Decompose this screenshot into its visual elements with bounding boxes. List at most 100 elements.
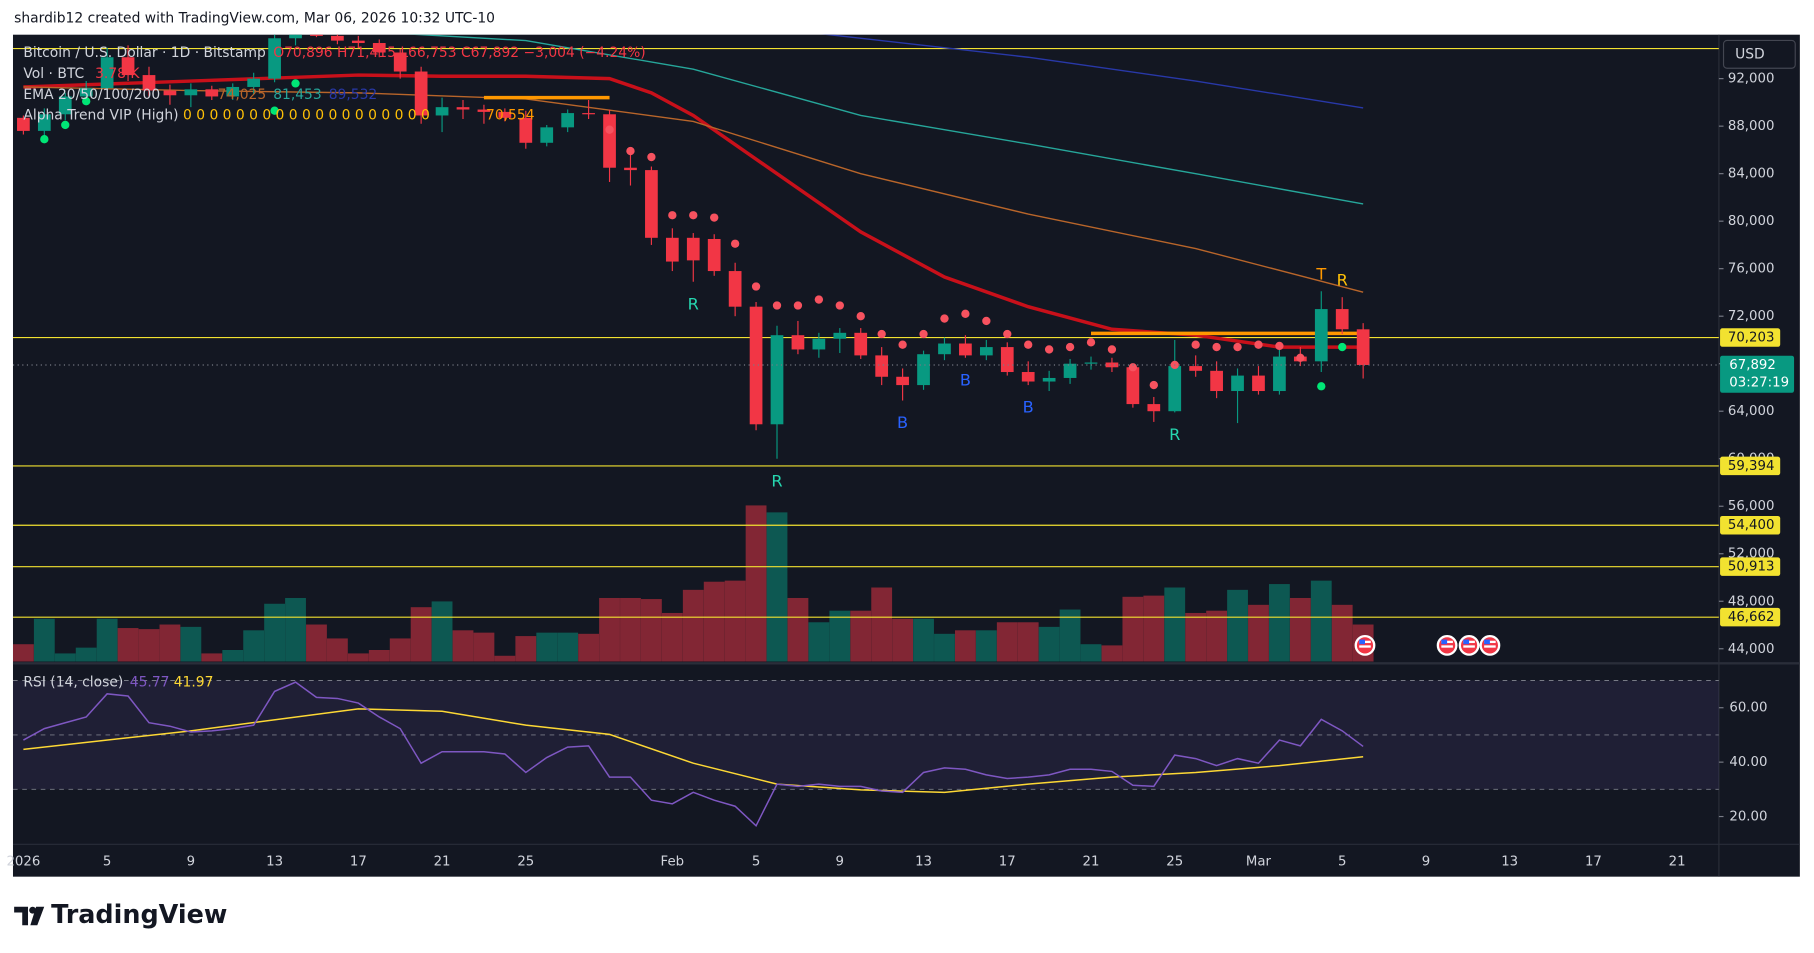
candle-body xyxy=(519,117,533,143)
alpha-dot xyxy=(270,106,279,115)
candle-body xyxy=(1000,347,1014,373)
alpha-dot xyxy=(751,282,761,291)
x-tick-label: 25 xyxy=(517,855,534,870)
alpha-dot xyxy=(82,97,91,106)
signal-label: R xyxy=(771,471,782,490)
volume-bar xyxy=(347,653,369,662)
volume-bar xyxy=(934,633,955,662)
volume-bar xyxy=(201,653,223,662)
x-tick-label: 17 xyxy=(999,855,1016,870)
rsi-tick-label: 40.00 xyxy=(1729,755,1767,770)
countdown: 03:27:19 xyxy=(1729,375,1789,390)
volume-bar xyxy=(745,505,767,662)
volume-bar xyxy=(913,618,934,662)
signal-label: R xyxy=(1337,270,1348,289)
candle-body xyxy=(1105,362,1119,368)
alpha-dot xyxy=(1024,340,1033,349)
y-tick-label: 44,000 xyxy=(1728,642,1775,657)
level-tag-label: 59,394 xyxy=(1728,459,1775,474)
alpha-dot xyxy=(1212,342,1221,352)
event-flag[interactable] xyxy=(1436,634,1458,656)
candle-body xyxy=(938,343,951,355)
level-tag-label: 70,203 xyxy=(1728,331,1775,346)
logo-icon xyxy=(14,906,45,926)
alpha-dot xyxy=(1254,340,1263,349)
alpha-flags: 0 0 0 0 0 0 0 0 0 0 0 0 0 0 0 0 0 0 0 xyxy=(183,108,430,124)
volume-bar xyxy=(682,589,704,662)
volume-bar xyxy=(1122,596,1144,662)
volume-bar xyxy=(829,610,851,662)
volume-bar xyxy=(787,597,809,662)
alpha-dot xyxy=(856,312,865,321)
alpha-dot xyxy=(710,213,719,222)
alpha-dot xyxy=(919,329,928,339)
volume-bar xyxy=(599,597,620,662)
candle-body xyxy=(1314,309,1328,362)
volume-bar xyxy=(264,603,286,662)
x-tick-label: 13 xyxy=(1501,855,1518,870)
volume-bar xyxy=(954,630,976,662)
signal-label: B xyxy=(1023,398,1034,417)
alpha-dot xyxy=(1065,342,1075,352)
x-tick-label: 2026 xyxy=(6,855,40,870)
alpha-value: 70,554 xyxy=(486,108,535,124)
candle-body xyxy=(1063,363,1077,378)
candle-body xyxy=(1084,362,1098,364)
last-price-label: 67,892 xyxy=(1729,358,1776,373)
candle-body xyxy=(645,170,658,238)
ema-line xyxy=(23,86,1364,293)
volume-bar xyxy=(1248,604,1269,662)
candle-body xyxy=(561,113,575,128)
alpha-dot xyxy=(1128,363,1138,372)
alpha-dot xyxy=(814,295,824,304)
alpha-dot xyxy=(1044,345,1054,354)
volume-bar xyxy=(892,618,914,662)
chart-background xyxy=(12,34,1800,877)
currency-button[interactable] xyxy=(1722,39,1796,69)
level-tag-label: 54,400 xyxy=(1728,518,1775,533)
candle-body xyxy=(896,376,909,386)
x-tick-label: 21 xyxy=(434,855,451,870)
x-tick-label: 21 xyxy=(1083,855,1100,870)
volume-bar xyxy=(703,581,725,662)
event-flag[interactable] xyxy=(1354,634,1376,656)
event-flag[interactable] xyxy=(1479,634,1501,656)
y-tick-label: 76,000 xyxy=(1728,262,1775,277)
x-tick-label: 5 xyxy=(752,855,760,870)
volume-bar xyxy=(306,624,327,662)
candle-body xyxy=(770,335,784,425)
candle-body xyxy=(917,354,930,386)
currency[interactable]: USD xyxy=(1735,46,1765,62)
volume-bar xyxy=(243,630,265,662)
alpha-dot xyxy=(668,211,677,220)
rsi-line xyxy=(23,681,1364,828)
x-tick-label: 9 xyxy=(1422,855,1430,870)
candle-body xyxy=(268,38,281,79)
candle-body xyxy=(1042,377,1056,382)
candle-body xyxy=(1147,404,1161,412)
volume-bar xyxy=(578,633,600,662)
volume-bar xyxy=(1017,622,1039,662)
y-tick-label: 80,000 xyxy=(1728,214,1775,229)
volume-bar xyxy=(1227,589,1248,662)
rsi-pane xyxy=(12,680,1719,828)
volume-bar xyxy=(536,632,558,662)
signal-label: R xyxy=(688,294,699,313)
volume-bar xyxy=(368,649,390,662)
x-tick-label: 9 xyxy=(836,855,844,870)
x-tick-label: 5 xyxy=(103,855,111,870)
ohlc: O70,896 H71,415 L66,753 C67,892 −3,004 (… xyxy=(273,45,645,61)
event-flag[interactable] xyxy=(1458,634,1480,656)
volume-bar xyxy=(285,597,306,662)
volume-bar xyxy=(33,618,55,662)
volume-bar xyxy=(557,632,579,662)
candle-body xyxy=(979,347,993,356)
signal-label: B xyxy=(897,413,908,432)
candle-body xyxy=(1252,375,1265,392)
rsi-value: 45.77 xyxy=(130,674,170,690)
candle-body xyxy=(205,89,219,97)
alpha-dot xyxy=(1233,342,1242,352)
candle-body xyxy=(393,52,407,72)
alpha-dot xyxy=(40,135,49,144)
